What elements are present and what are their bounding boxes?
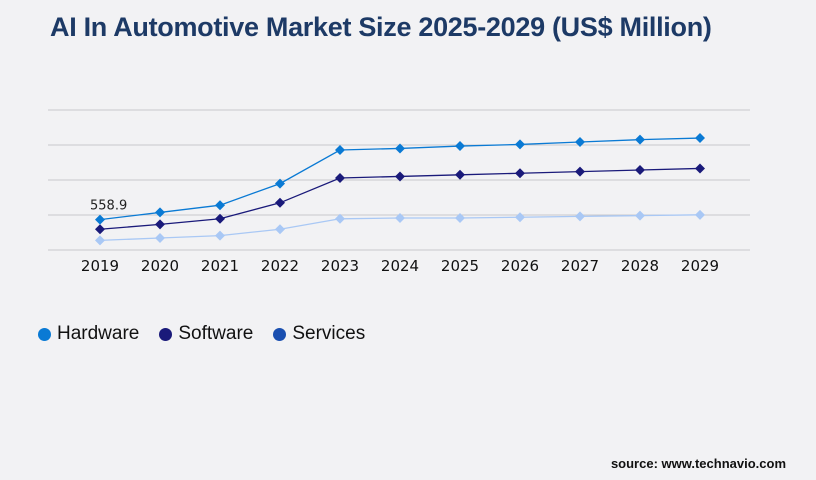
legend-marker-icon: [273, 327, 287, 341]
data-label: 558.9: [90, 199, 127, 214]
x-tick-label: 2027: [561, 257, 599, 275]
data-point-hardware: [395, 143, 405, 154]
data-point-services: [215, 230, 225, 241]
data-point-software: [395, 171, 405, 182]
x-tick-label: 2024: [381, 257, 419, 275]
data-point-hardware: [335, 145, 345, 156]
line-chart: 2019 2020 2021 2022 2023 2024 2025 2026 2027 2028…: [48, 109, 750, 275]
x-tick-label: 2023: [321, 257, 359, 275]
data-point-hardware: [95, 214, 105, 225]
x-tick-label: 2020: [141, 257, 179, 275]
data-point-software: [695, 163, 705, 174]
data-point-software: [155, 219, 165, 230]
data-point-hardware: [695, 133, 705, 144]
legend-marker-icon: [159, 327, 173, 341]
x-tick-label: 2019: [81, 257, 119, 275]
data-point-services: [635, 210, 645, 221]
data-point-hardware: [575, 137, 585, 148]
legend-label: Hardware: [57, 323, 140, 344]
legend-item-software: Software: [159, 323, 253, 345]
data-point-software: [515, 168, 525, 179]
data-point-services: [95, 235, 105, 246]
source-text: source: www.technavio.com: [610, 456, 786, 471]
data-point-hardware: [515, 139, 525, 150]
x-tick-label: 2026: [501, 257, 539, 275]
data-point-hardware: [455, 141, 465, 152]
data-point-services: [395, 213, 405, 224]
data-point-software: [215, 213, 225, 224]
legend-item-hardware: Hardware: [38, 323, 139, 345]
data-point-hardware: [155, 207, 165, 218]
data-point-services: [695, 209, 705, 220]
x-tick-label: 2028: [621, 257, 659, 275]
data-point-software: [635, 165, 645, 176]
data-point-services: [515, 212, 525, 223]
legend-label: Software: [178, 323, 254, 344]
x-tick-label: 2021: [201, 257, 239, 275]
data-point-services: [275, 224, 285, 235]
legend-label: Services: [292, 323, 366, 344]
legend-marker-icon: [38, 327, 51, 341]
legend-item-services: Services: [273, 323, 365, 345]
data-point-software: [95, 224, 105, 235]
data-point-services: [155, 232, 165, 243]
data-point-services: [335, 213, 345, 224]
data-point-hardware: [275, 178, 285, 189]
data-point-software: [275, 197, 285, 208]
x-tick-label: 2029: [681, 257, 719, 275]
data-point-hardware: [215, 200, 225, 211]
x-tick-label: 2025: [441, 257, 479, 275]
x-tick-label: 2022: [261, 257, 299, 275]
data-point-services: [575, 211, 585, 222]
data-point-software: [455, 169, 465, 180]
data-point-services: [455, 213, 465, 224]
chart-title: AI In Automotive Market Size 2025-2029 (…: [50, 12, 712, 42]
data-point-software: [335, 173, 345, 184]
data-point-hardware: [635, 134, 645, 145]
legend: Hardware Software Services: [38, 323, 365, 345]
data-point-software: [575, 166, 585, 177]
